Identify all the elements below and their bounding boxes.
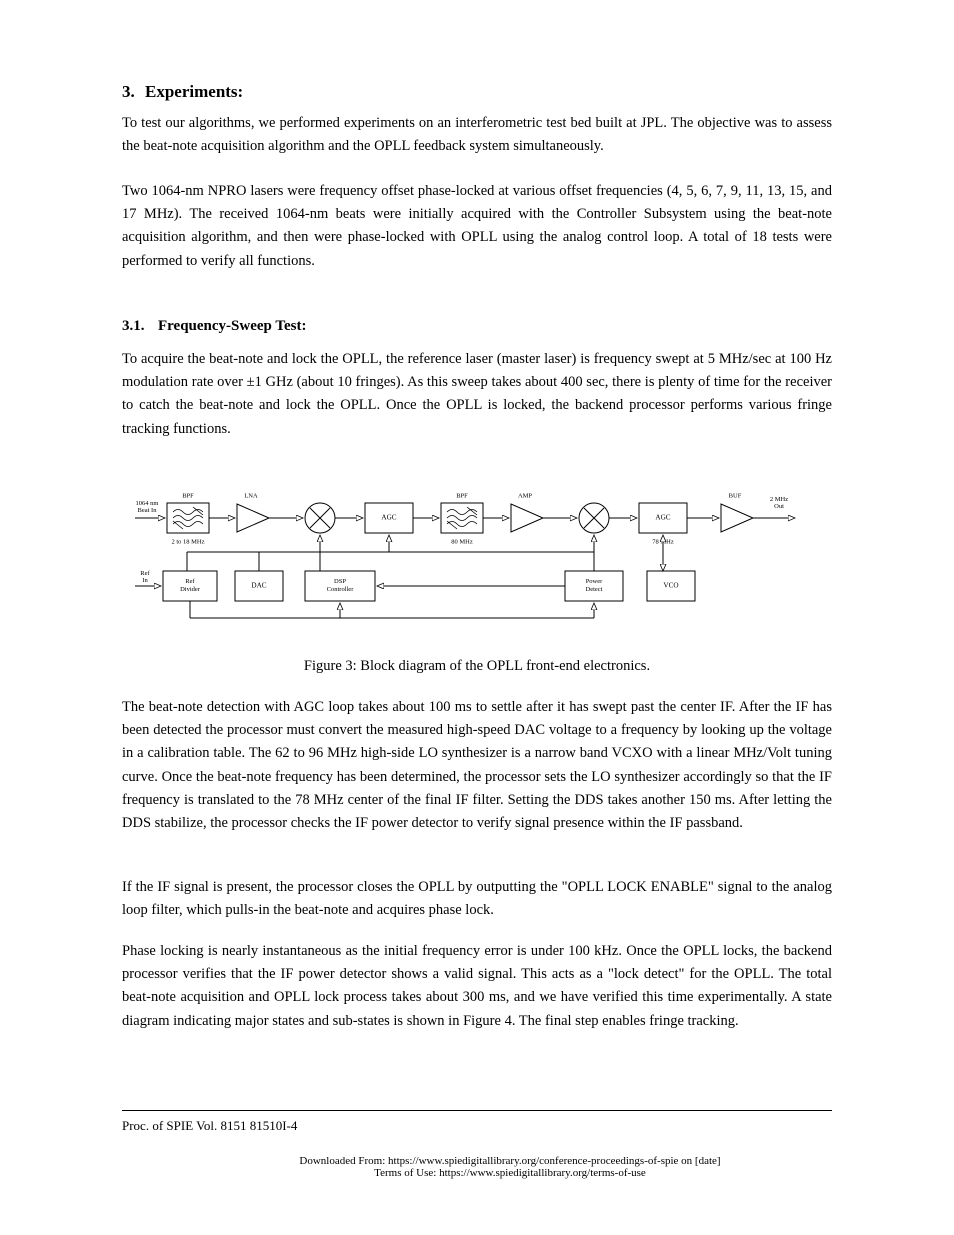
label-ref-in: RefIn (140, 570, 150, 584)
label-amp: AMP (518, 492, 532, 499)
label-pwr-det: PowerDetect (586, 578, 604, 593)
section-para-2: Two 1064-nm NPRO lasers were frequency o… (122, 180, 832, 273)
label-f2: 80 MHz (451, 538, 473, 545)
label-output: 2 MHzOut (770, 496, 788, 510)
post-para-3: Phase locking is nearly instantaneous as… (122, 940, 832, 1033)
label-bpf2: BPF (456, 492, 468, 499)
figure-caption: Figure 3: Block diagram of the OPLL fron… (122, 658, 832, 675)
label-lna: LNA (244, 492, 258, 499)
label-f1: 2 to 18 MHz (171, 538, 204, 545)
figure-block-diagram: 1064 nmBeat In BPF 2 to 18 MHz LNA AGC (120, 468, 834, 648)
section-number: 3. (122, 82, 135, 102)
label-bpf1: BPF (182, 492, 194, 499)
label-input: 1064 nmBeat In (136, 500, 159, 514)
post-para-1: The beat-note detection with AGC loop ta… (122, 696, 832, 835)
footer-rule (122, 1110, 832, 1111)
section-title: Experiments: (145, 82, 243, 102)
pm-symbol: ± (247, 374, 255, 390)
footer-left: Proc. of SPIE Vol. 8151 81510I-4 (122, 1118, 297, 1134)
block-diagram-svg: 1064 nmBeat In BPF 2 to 18 MHz LNA AGC (120, 468, 834, 648)
section-para-1: To test our algorithms, we performed exp… (122, 112, 832, 158)
label-vco: VCO (663, 582, 678, 590)
label-buf: BUF (729, 492, 742, 499)
subsection-para: To acquire the beat-note and lock the OP… (122, 348, 832, 441)
label-agc2: AGC (655, 514, 670, 522)
subsection-title: Frequency-Sweep Test: (158, 318, 306, 335)
label-agc: AGC (381, 514, 396, 522)
label-dac: DAC (251, 582, 266, 590)
footer-attribution: Downloaded From: https://www.spiedigital… (290, 1155, 730, 1179)
post-para-2: If the IF signal is present, the process… (122, 876, 832, 922)
subsection-number: 3.1. (122, 318, 145, 335)
